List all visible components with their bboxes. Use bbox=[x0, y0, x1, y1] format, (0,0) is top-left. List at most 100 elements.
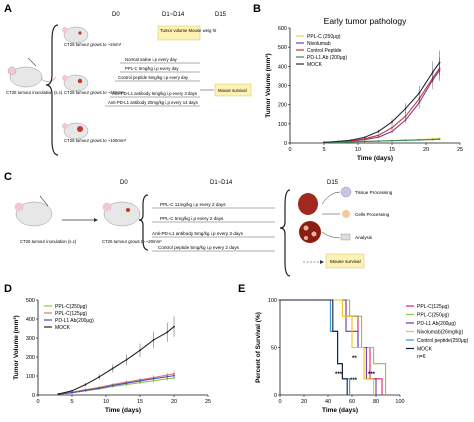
legend-label: PD-L1 Ab(200μg) bbox=[417, 321, 456, 327]
x-tick-label: 60 bbox=[349, 399, 355, 405]
data-point bbox=[336, 140, 339, 143]
chart-e: 0 20 40 60 80 100 0 50 100 Time (days) Percent of … bbox=[255, 298, 469, 414]
panel-a-growth-1: CT26 tumour grows to ~2mm³ bbox=[64, 42, 122, 47]
y-tick-label: 200 bbox=[278, 103, 287, 109]
y-tick-label: 50 bbox=[271, 346, 277, 352]
x-tick-label: 25 bbox=[205, 399, 211, 405]
panel-c-outcome-1: Tissue Processing bbox=[355, 190, 393, 195]
series-line bbox=[323, 62, 441, 143]
y-tick-label: 200 bbox=[26, 355, 35, 361]
mouse-illustration bbox=[14, 201, 53, 227]
panel-a-treatment-5: Anti-PD-L1 antibody 20mg/kg i.p every 14… bbox=[108, 100, 198, 105]
panel-a-treatment-1: Normal saline i.p every day bbox=[125, 57, 178, 62]
panel-a-label: A bbox=[4, 3, 12, 15]
chart-title: Early tumor pathology bbox=[324, 16, 407, 26]
legend-label: PD-L1 Ab (200μg) bbox=[307, 55, 347, 61]
panel-c-header-d15: D15 bbox=[327, 180, 339, 186]
x-tick-label: 25 bbox=[457, 147, 463, 153]
significance-label: *** bbox=[368, 372, 376, 378]
series-line bbox=[58, 326, 175, 395]
syringe-icon bbox=[27, 57, 37, 67]
data-point bbox=[363, 140, 366, 143]
mouse-illustration bbox=[102, 201, 141, 227]
data-point bbox=[350, 139, 353, 142]
panel-a-inoculation: CT26 tumour inoculation (s.c) bbox=[6, 90, 63, 95]
panel-b-label: B bbox=[253, 3, 261, 15]
data-point bbox=[438, 138, 441, 141]
y-tick-label: 400 bbox=[26, 317, 35, 323]
data-point bbox=[57, 393, 60, 395]
x-axis-title: Time (days) bbox=[322, 407, 358, 414]
data-point bbox=[391, 139, 393, 142]
x-tick-label: 100 bbox=[395, 399, 404, 405]
legend-label: PPL-C(125μg) bbox=[55, 311, 87, 317]
y-tick-label: 300 bbox=[278, 84, 287, 90]
organ-tumor-icon bbox=[299, 221, 321, 243]
panel-a-box-top: Tumor volume Mouse weig ht bbox=[160, 28, 217, 33]
syringe-icon bbox=[39, 195, 49, 207]
panel-a-header-d0: D0 bbox=[112, 12, 120, 18]
legend-label: Control peptide(250μg) bbox=[417, 338, 469, 344]
y-axis-title: Tumor Volume (mm³) bbox=[13, 315, 20, 379]
cells-icon bbox=[342, 210, 350, 218]
data-point bbox=[431, 138, 434, 141]
legend-label: Nivolumab bbox=[307, 41, 331, 47]
panel-a-treatment-2: PPL-C 5mg/kg i.p every day bbox=[125, 66, 179, 71]
x-axis-title: Time (days) bbox=[105, 407, 141, 414]
x-tick-label: 5 bbox=[322, 147, 325, 153]
x-tick-label: 0 bbox=[36, 399, 39, 405]
panel-c-treatment-1: PPL-C 11mg/kg i.p every 2 days bbox=[160, 202, 226, 207]
panel-c-treatment-3: Anti-PD-L1 antibody 5mg/kg i.p every 3 d… bbox=[152, 231, 244, 236]
data-point bbox=[363, 136, 366, 139]
significance-label: *** bbox=[350, 378, 358, 384]
x-tick-label: 20 bbox=[301, 399, 307, 405]
x-tick-label: 0 bbox=[288, 147, 291, 153]
legend-label: PPL-C(250μg) bbox=[417, 312, 449, 318]
panel-a-growth-2: CT26 tumour grows to ~40mm³ bbox=[64, 90, 124, 95]
y-axis-title: Percent of Survival (%) bbox=[255, 312, 262, 383]
x-tick-label: 20 bbox=[171, 399, 177, 405]
panel-a-header-d1: D1~D14 bbox=[162, 12, 185, 18]
mouse-illustration bbox=[62, 74, 89, 92]
data-point bbox=[71, 391, 73, 394]
panel-d-label: D bbox=[4, 283, 12, 295]
mouse-illustration bbox=[62, 26, 89, 44]
x-axis-title: Time (days) bbox=[357, 155, 393, 162]
y-tick-label: 300 bbox=[26, 336, 35, 342]
panel-a-growth-3: CT26 tumour grows to ~100mm³ bbox=[64, 138, 127, 143]
y-tick-label: 100 bbox=[278, 122, 287, 128]
series-line bbox=[323, 138, 440, 144]
panel-a-treatment-4: Anti-PD-L1 antibody 5mg/kg i.p every 3 d… bbox=[112, 91, 197, 96]
y-tick-label: 400 bbox=[278, 64, 287, 70]
legend-label: PPL-C(125μg) bbox=[417, 304, 449, 310]
panel-e-label: E bbox=[238, 283, 245, 295]
x-tick-label: 15 bbox=[389, 147, 395, 153]
y-tick-label: 500 bbox=[26, 298, 35, 304]
panel-c-growth: CT26 tumour grows to ~20mm³ bbox=[102, 239, 162, 244]
y-tick-label: 0 bbox=[274, 393, 277, 399]
chart-b: 0 5 10 15 20 25 0 100 200 300 400 500 600 Time (days)… bbox=[265, 16, 463, 162]
legend-label: Nivolumab(26mg/kg) bbox=[417, 329, 463, 335]
x-tick-label: 0 bbox=[278, 399, 281, 405]
x-tick-label: 40 bbox=[325, 399, 331, 405]
panel-c-schematic: D0 D1~D14 D15 CT26 tumour inoculation (s… bbox=[14, 180, 393, 277]
x-tick-label: 20 bbox=[423, 147, 429, 153]
panel-c-header-d0: D0 bbox=[120, 180, 128, 186]
y-tick-label: 600 bbox=[278, 26, 287, 32]
panel-a-box-bottom: Mouse survival bbox=[218, 88, 247, 93]
mouse-illustration bbox=[7, 66, 57, 88]
data-point bbox=[404, 139, 407, 142]
series-line bbox=[280, 299, 348, 395]
organ-spleen-icon bbox=[298, 193, 318, 215]
series-line bbox=[323, 67, 441, 143]
series-line bbox=[323, 69, 441, 143]
data-point bbox=[377, 140, 380, 142]
x-tick-label: 10 bbox=[103, 399, 109, 405]
x-tick-label: 80 bbox=[373, 399, 379, 405]
tissue-icon bbox=[340, 186, 352, 198]
y-tick-label: 100 bbox=[26, 374, 35, 380]
x-tick-label: 15 bbox=[137, 399, 143, 405]
panel-c-label: C bbox=[4, 171, 12, 183]
analysis-icon bbox=[340, 233, 351, 241]
